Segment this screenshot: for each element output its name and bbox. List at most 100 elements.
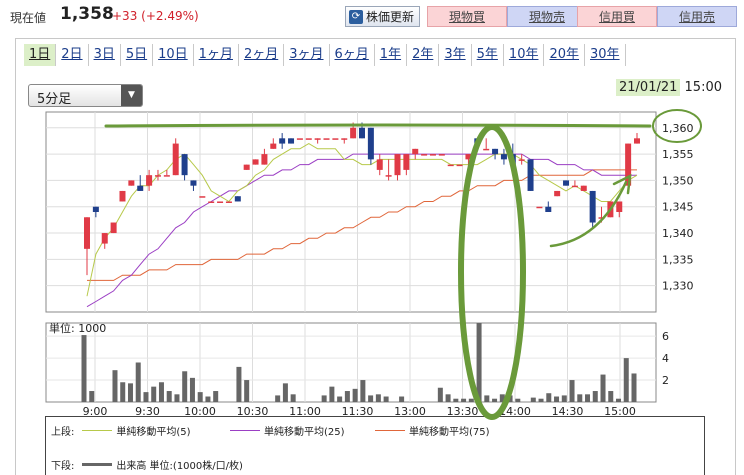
volume-y-tick-label: 2 [662, 374, 669, 387]
tab-12[interactable]: 5年 [472, 44, 504, 66]
legend-ma5-swatch [82, 430, 113, 431]
tab-3[interactable]: 5日 [121, 44, 154, 66]
uptrend-arrow-annotation [549, 180, 628, 248]
interval-select-value: 5分足 [37, 92, 72, 107]
cash-sell-button[interactable]: 現物売 [507, 6, 587, 27]
tab-7[interactable]: 3ヶ月 [284, 44, 330, 66]
volume-bar [166, 391, 172, 402]
legend-ma25-label: 単純移動平均(25) [264, 427, 345, 438]
refresh-price-button[interactable]: ⟳ 株価更新 [345, 6, 421, 27]
tab-11[interactable]: 3年 [439, 44, 472, 66]
volume-bar [112, 370, 118, 402]
candle-body [421, 154, 428, 156]
margin-sell-button[interactable]: 信用売 [657, 6, 737, 27]
x-tick-label: 9:00 [83, 405, 108, 418]
candle-body [217, 201, 224, 203]
volume-bar [515, 398, 521, 402]
volume-bar [608, 391, 614, 402]
current-price-label: 現在値 [10, 11, 47, 25]
price-y-tick-label: 1,360 [662, 122, 694, 135]
volume-bar [205, 396, 211, 402]
tab-6[interactable]: 2ヶ月 [239, 44, 285, 66]
tab-13[interactable]: 10年 [504, 44, 545, 66]
volume-bar [282, 383, 288, 402]
volume-unit-label: 単位: 1000 [49, 321, 106, 335]
volume-bar [623, 358, 629, 402]
volume-bar [174, 394, 180, 402]
candle-body [243, 164, 250, 170]
refresh-price-label: 株価更新 [366, 10, 415, 24]
x-tick-label: 14:00 [499, 405, 531, 418]
x-tick-label: 10:30 [237, 405, 269, 418]
interval-select[interactable]: 5分足 ▼ [28, 84, 143, 107]
tab-4[interactable]: 10日 [153, 44, 194, 66]
candle-body [101, 233, 108, 244]
volume-bar [383, 396, 389, 402]
candle-body [128, 180, 135, 186]
ma25-line [86, 153, 637, 308]
volume-bar [453, 398, 459, 402]
candle-body [563, 180, 570, 186]
volume-bar [275, 395, 281, 402]
tab-14[interactable]: 20年 [544, 44, 586, 66]
volume-bar [151, 386, 157, 402]
tab-10[interactable]: 2年 [407, 44, 440, 66]
candle-body [110, 222, 117, 234]
candle-body [181, 154, 188, 176]
candle-body [500, 154, 507, 160]
margin-buy-button[interactable]: 信用買 [577, 6, 657, 27]
candle-body [163, 175, 170, 177]
candle-body [447, 164, 454, 167]
volume-bar [182, 371, 188, 402]
candle-body [305, 138, 312, 140]
candle-body [625, 143, 632, 186]
volume-spike-circle-annotation [458, 124, 526, 420]
candle-body [367, 127, 374, 160]
volume-bar [189, 377, 195, 402]
refresh-icon: ⟳ [349, 9, 363, 24]
candle-body [332, 138, 339, 140]
candle-body [385, 175, 392, 177]
candle-body [429, 154, 436, 156]
volume-bar [585, 394, 591, 402]
candle-body [376, 159, 383, 170]
chart-time: 15:00 [684, 80, 722, 95]
chart-panel [15, 38, 736, 475]
legend-lower-label: 下段: [51, 461, 75, 472]
volume-bar [290, 394, 296, 402]
volume-bar [244, 380, 250, 402]
volume-y-tick-label: 6 [662, 330, 669, 343]
tab-0[interactable]: 1日 [24, 44, 57, 66]
volume-bar [143, 392, 149, 402]
price-y-tick-label: 1,345 [662, 201, 694, 214]
volume-bar [344, 391, 350, 402]
tab-9[interactable]: 1年 [375, 44, 408, 66]
volume-bar [592, 391, 598, 402]
tab-1[interactable]: 2日 [56, 44, 89, 66]
x-tick-label: 13:30 [447, 405, 479, 418]
candle-body [536, 206, 543, 209]
tab-15[interactable]: 30年 [585, 44, 626, 66]
tab-5[interactable]: 1ヶ月 [194, 44, 239, 66]
volume-bar [337, 396, 343, 402]
candle-body [225, 201, 232, 203]
volume-bar [546, 393, 552, 402]
volume-y-tick-label: 4 [662, 352, 669, 365]
volume-plot-frame [45, 322, 657, 403]
candle-body [634, 138, 640, 144]
uptrend-arrow-head [612, 173, 632, 195]
volume-bar [569, 380, 575, 402]
volume-bar [437, 387, 443, 402]
legend-volume-swatch [82, 463, 113, 466]
volume-bar [360, 380, 366, 402]
cash-buy-button[interactable]: 現物買 [427, 6, 507, 27]
volume-bar [445, 394, 451, 402]
tab-2[interactable]: 3日 [89, 44, 121, 66]
candle-body [92, 206, 99, 212]
tab-8[interactable]: 6ヶ月 [330, 44, 375, 66]
candle-body [208, 201, 215, 203]
volume-bar [197, 392, 203, 402]
legend-ma75-label: 単純移動平均(75) [409, 427, 490, 438]
candle-body [288, 138, 295, 144]
